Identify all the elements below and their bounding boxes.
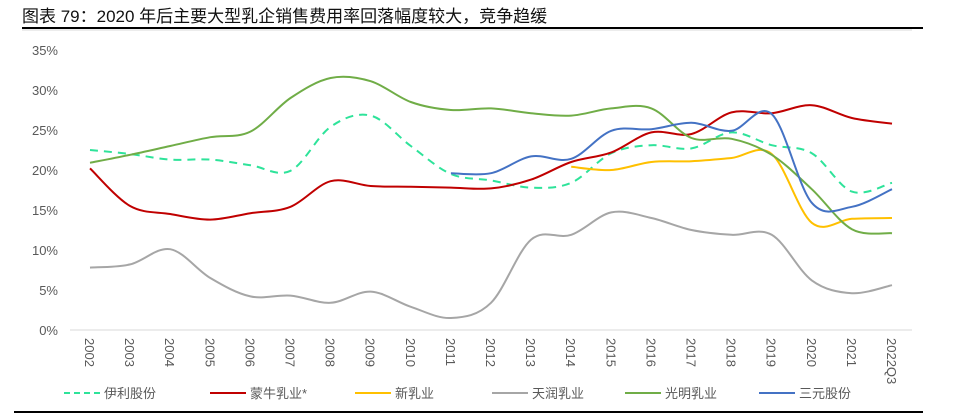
legend-swatch — [492, 391, 528, 394]
legend-label: 天润乳业 — [532, 386, 585, 401]
x-tick-label: 2011 — [443, 338, 458, 366]
x-tick-label: 2004 — [162, 338, 177, 367]
legend-label: 新乳业 — [395, 386, 435, 401]
x-tick-label: 2002 — [82, 338, 97, 367]
title-rule — [22, 27, 923, 29]
series-line — [89, 210, 893, 320]
x-tick-label: 2012 — [483, 338, 498, 367]
series-line — [571, 148, 893, 228]
legend-label: 三元股份 — [799, 386, 852, 401]
x-tick-label: 2020 — [804, 338, 819, 367]
series-line — [89, 75, 893, 235]
x-tick-label: 2003 — [122, 338, 137, 367]
y-tick-label: 15% — [32, 203, 58, 218]
legend-item: 天润乳业 — [492, 383, 584, 402]
legend-swatch — [64, 391, 100, 394]
legend-swatch — [625, 391, 661, 394]
x-tick-label: 2010 — [403, 338, 418, 367]
x-tick-label: 2006 — [242, 338, 257, 367]
x-tick-label: 2015 — [603, 338, 618, 367]
x-tick-label: 2022Q3 — [884, 338, 899, 384]
y-tick-label: 30% — [32, 83, 58, 98]
legend-item: 蒙牛乳业* — [210, 383, 307, 402]
bottom-rule — [14, 411, 923, 413]
legend-item: 伊利股份 — [64, 383, 156, 402]
y-tick-label: 20% — [32, 163, 58, 178]
x-tick-label: 2014 — [563, 338, 578, 367]
figure-title: 图表 79：2020 年后主要大型乳企销售费用率回落幅度较大，竞争趋缓 — [22, 7, 548, 26]
y-tick-label: 35% — [32, 43, 58, 58]
y-tick-label: 10% — [32, 243, 58, 258]
x-tick-label: 2013 — [523, 338, 538, 367]
x-tick-label: 2019 — [764, 338, 779, 367]
y-tick-label: 25% — [32, 123, 58, 138]
x-tick-label: 2016 — [643, 338, 658, 367]
legend-swatch — [210, 391, 246, 394]
legend-item: 三元股份 — [759, 383, 851, 402]
x-tick-label: 2018 — [724, 338, 739, 367]
x-tick-label: 2009 — [363, 338, 378, 367]
legend-swatch — [355, 391, 391, 394]
x-tick-label: 2017 — [684, 338, 699, 367]
legend: 伊利股份 蒙牛乳业* 新乳业 天润乳业 光明乳业 三元股份 — [0, 383, 960, 403]
series-line — [89, 104, 893, 221]
legend-label: 蒙牛乳业* — [250, 386, 308, 401]
y-tick-label: 0% — [39, 323, 58, 338]
x-tick-label: 2021 — [844, 338, 859, 367]
legend-item: 新乳业 — [355, 383, 434, 402]
y-tick-label: 5% — [39, 283, 58, 298]
legend-label: 伊利股份 — [104, 386, 157, 401]
series-line — [89, 113, 893, 194]
x-tick-label: 2008 — [323, 338, 338, 367]
legend-swatch — [759, 391, 795, 394]
x-tick-label: 2005 — [202, 338, 217, 367]
series-line — [450, 110, 893, 213]
x-tick-label: 2007 — [283, 338, 298, 367]
legend-item: 光明乳业 — [625, 383, 717, 402]
legend-label: 光明乳业 — [665, 386, 718, 401]
